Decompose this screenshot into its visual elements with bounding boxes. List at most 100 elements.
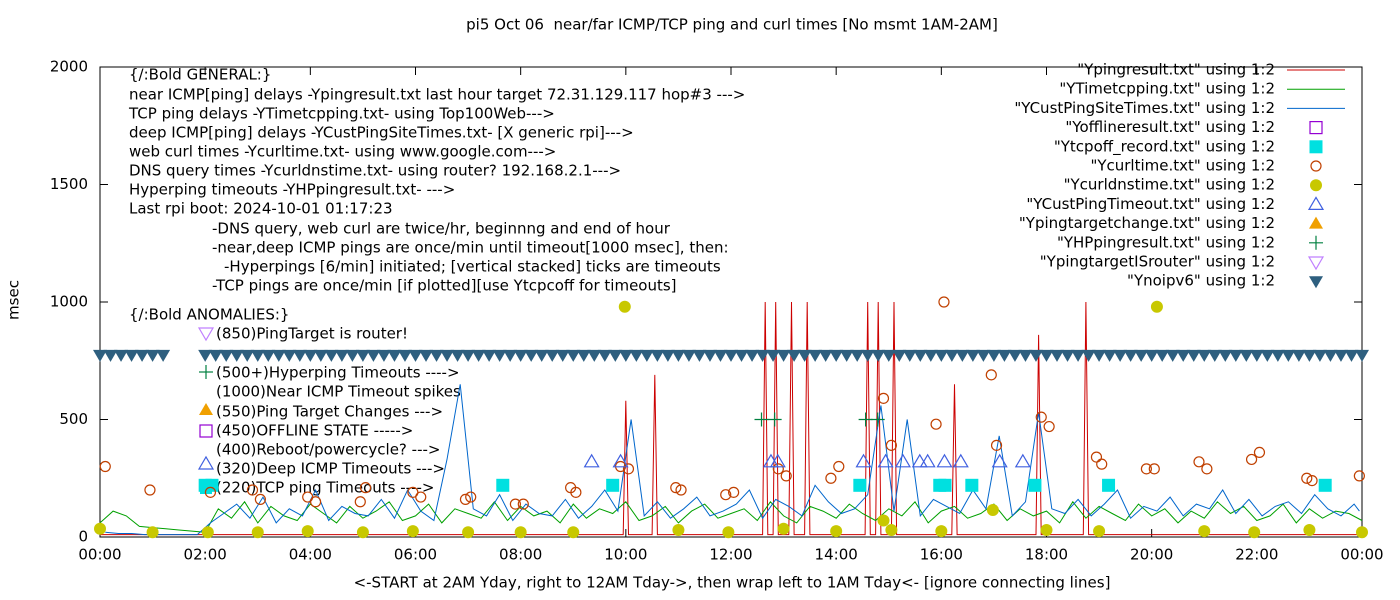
point bbox=[722, 526, 735, 539]
point bbox=[555, 349, 570, 362]
point bbox=[885, 439, 897, 451]
point bbox=[301, 525, 314, 538]
point bbox=[1260, 349, 1275, 362]
y-tick-label: 0 bbox=[78, 528, 88, 546]
point bbox=[94, 522, 106, 535]
y-axis-label: msec bbox=[5, 280, 23, 320]
point bbox=[1035, 411, 1047, 423]
point bbox=[754, 412, 769, 427]
point bbox=[675, 484, 687, 496]
point bbox=[198, 349, 213, 362]
point bbox=[720, 489, 732, 501]
point bbox=[776, 349, 791, 362]
point bbox=[681, 349, 696, 362]
annotation: TCP ping delays -YTimetcpping.txt- using… bbox=[128, 105, 555, 123]
point bbox=[871, 349, 886, 362]
legend-label: "YTimetcpping.txt" using 1:2 bbox=[1059, 80, 1275, 98]
point bbox=[1312, 349, 1327, 362]
legend-label: "Yofflineresult.txt" using 1:2 bbox=[1065, 118, 1275, 136]
annotation: DNS query times -Ycurldnstime.txt- using… bbox=[129, 162, 621, 180]
y-tick-label: 1000 bbox=[50, 293, 88, 311]
point bbox=[885, 523, 898, 536]
point bbox=[839, 349, 854, 362]
legend-label: "YHPpingresult.txt" using 1:2 bbox=[1057, 233, 1275, 251]
point bbox=[1186, 349, 1201, 362]
point bbox=[877, 392, 890, 404]
point bbox=[1113, 349, 1128, 362]
point bbox=[461, 349, 476, 362]
point bbox=[829, 349, 844, 362]
point bbox=[1123, 349, 1138, 362]
point bbox=[514, 526, 527, 539]
point bbox=[670, 482, 682, 494]
point bbox=[870, 412, 885, 427]
annotation: Last rpi boot: 2024-10-01 01:17:23 bbox=[129, 200, 393, 218]
point bbox=[135, 349, 150, 362]
point bbox=[1218, 349, 1233, 362]
point bbox=[429, 349, 444, 362]
annotation: deep ICMP[ping] delays -YCustPingSiteTim… bbox=[129, 124, 634, 142]
annotation: -TCP pings are once/min [if plotted][use… bbox=[212, 277, 677, 295]
point bbox=[1245, 453, 1258, 466]
legend-label: "Ytcpoff_record.txt" using 1:2 bbox=[1054, 137, 1275, 156]
point bbox=[1140, 463, 1153, 475]
legend-swatch bbox=[1310, 179, 1322, 192]
annotation: Hyperping timeouts -YHPpingresult.txt- -… bbox=[129, 181, 455, 199]
point bbox=[911, 453, 928, 468]
point bbox=[1028, 349, 1043, 362]
point bbox=[251, 526, 264, 539]
legend-swatch bbox=[1307, 196, 1325, 210]
point bbox=[587, 349, 602, 362]
point bbox=[1318, 478, 1332, 492]
legend-label: "YpingtargetISrouter" using 1:2 bbox=[1040, 253, 1275, 271]
point bbox=[219, 349, 234, 362]
legend-swatch bbox=[1309, 276, 1323, 289]
annotation: (550)Ping Target Changes ---> bbox=[216, 403, 443, 421]
point bbox=[902, 349, 917, 362]
point bbox=[650, 349, 665, 362]
point bbox=[1303, 523, 1316, 536]
point bbox=[292, 349, 307, 362]
point bbox=[254, 493, 266, 505]
point bbox=[261, 349, 276, 362]
legend-swatch bbox=[1307, 256, 1325, 271]
point bbox=[1092, 349, 1107, 362]
point bbox=[702, 349, 717, 362]
point bbox=[660, 349, 675, 362]
x-tick-label: 10:00 bbox=[604, 546, 647, 564]
point bbox=[797, 349, 812, 362]
annotation: (450)OFFLINE STATE -----> bbox=[216, 422, 413, 440]
legend-label: "Ycurldnstime.txt" using 1:2 bbox=[1064, 176, 1275, 194]
legend-label: "YCustPingTimeout.txt" using 1:2 bbox=[1026, 195, 1275, 213]
point bbox=[1197, 349, 1212, 362]
point bbox=[808, 349, 823, 362]
point bbox=[462, 526, 475, 539]
point bbox=[1323, 349, 1338, 362]
point bbox=[860, 349, 875, 362]
point bbox=[853, 478, 867, 492]
chart-title: pi5 Oct 06 near/far ICMP/TCP ping and cu… bbox=[466, 16, 998, 34]
point bbox=[524, 349, 539, 362]
legend-swatch bbox=[1309, 216, 1323, 229]
point bbox=[618, 300, 631, 313]
annotation: {/:Bold GENERAL:} bbox=[129, 66, 271, 84]
point bbox=[408, 349, 423, 362]
point bbox=[1228, 349, 1243, 362]
point bbox=[450, 349, 465, 362]
point bbox=[1018, 349, 1033, 362]
point bbox=[787, 349, 802, 362]
point bbox=[204, 486, 217, 498]
point bbox=[246, 484, 259, 496]
point bbox=[935, 525, 948, 538]
point bbox=[1014, 453, 1031, 468]
point bbox=[1176, 349, 1191, 362]
x-tick-label: 12:00 bbox=[709, 546, 752, 564]
point bbox=[492, 349, 507, 362]
point bbox=[1333, 349, 1348, 362]
point bbox=[99, 460, 111, 473]
x-tick-label: 06:00 bbox=[394, 546, 437, 564]
point bbox=[597, 349, 612, 362]
point bbox=[618, 349, 633, 362]
x-tick-label: 22:00 bbox=[1235, 546, 1278, 564]
legend-swatch bbox=[1309, 120, 1323, 135]
